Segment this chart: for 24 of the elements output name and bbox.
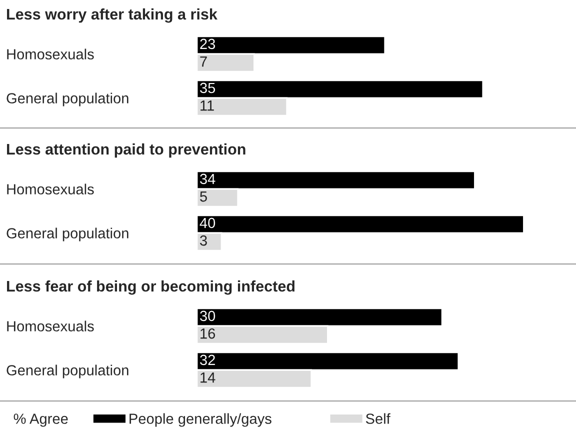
data-label: 16 <box>200 328 216 339</box>
data-label: 30 <box>200 310 216 322</box>
legend-title: % Agree <box>14 414 68 427</box>
data-label: 14 <box>200 372 216 383</box>
y-tick-label: General population <box>6 364 128 378</box>
chart-title: Less fear of being or becoming infected <box>7 280 294 295</box>
y-tick-label: General population <box>6 228 128 242</box>
data-label: 7 <box>200 56 207 67</box>
data-label: 40 <box>200 218 216 228</box>
data-label: 3 <box>200 235 207 246</box>
data-label: 32 <box>200 354 215 366</box>
legend-label: Self <box>366 413 390 424</box>
y-tick-label: Homosexuals <box>7 48 94 60</box>
data-label: 11 <box>200 100 214 111</box>
data-label: 5 <box>200 192 207 202</box>
y-tick-label: General population <box>6 92 128 106</box>
data-label: 35 <box>200 82 216 94</box>
y-tick-label: Homosexuals <box>7 184 94 194</box>
data-label: 34 <box>200 174 216 184</box>
legend-label: People generally/gays <box>130 413 272 427</box>
data-label: 23 <box>200 38 216 50</box>
chart-title: Less worry after taking a risk <box>7 8 218 23</box>
y-tick-label: Homosexuals <box>7 320 94 332</box>
chart-title: Less attention paid to prevention <box>7 143 246 158</box>
